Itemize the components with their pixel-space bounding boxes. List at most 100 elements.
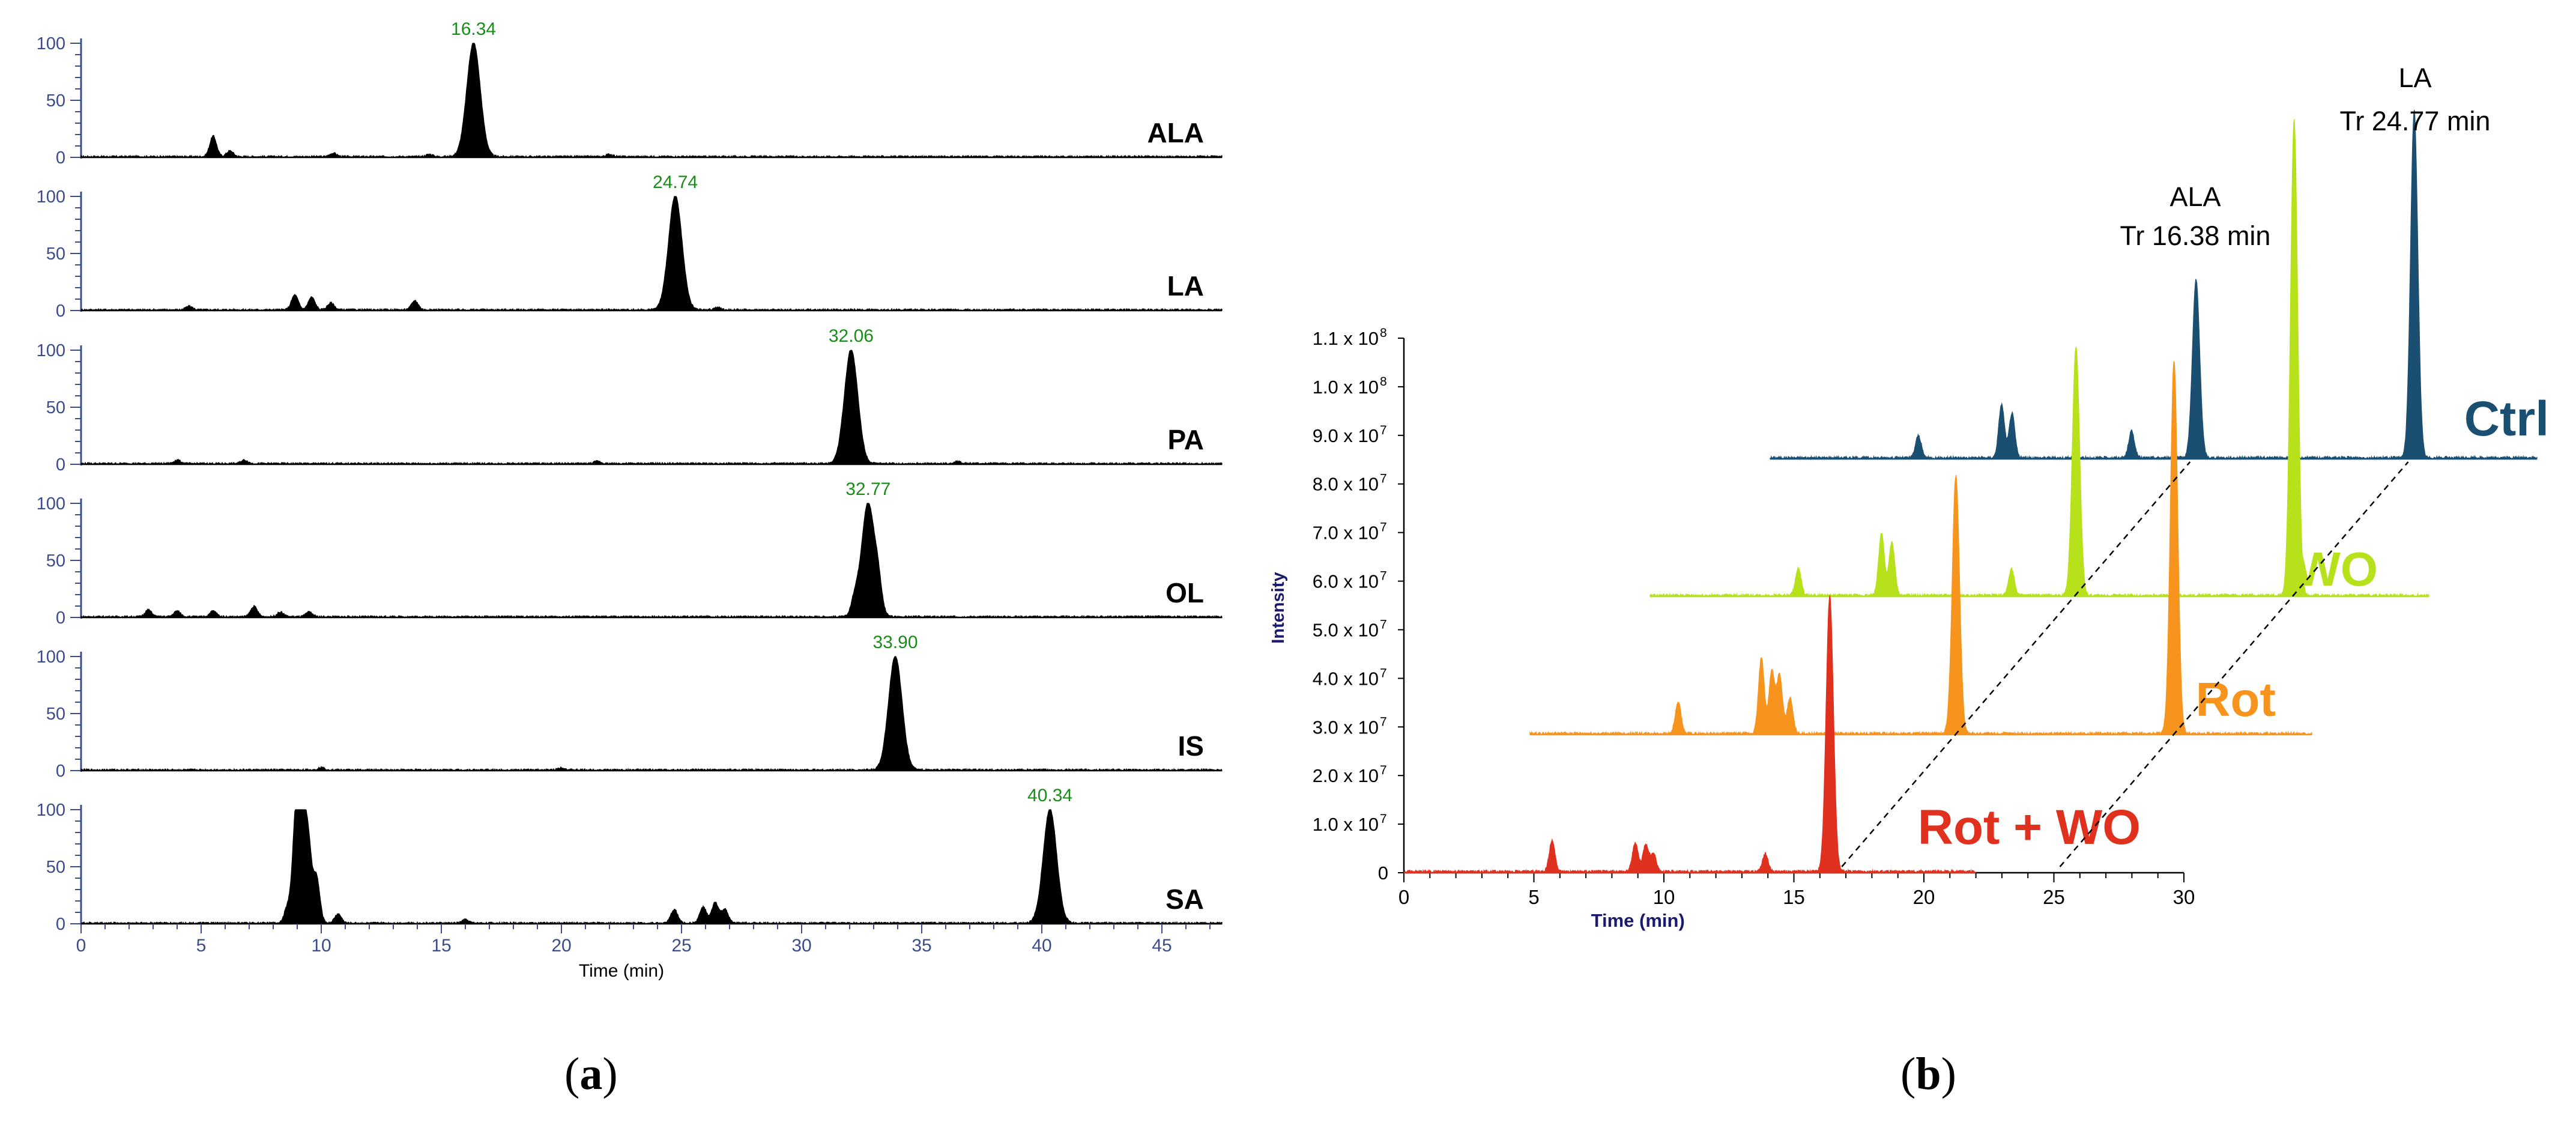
y-tick-label: 8.0 x 10 [1313, 474, 1379, 495]
x-tick-label: 30 [2173, 886, 2195, 908]
chromatogram-signal [1649, 119, 2429, 598]
y-tick-label: 6.0 x 10 [1313, 571, 1379, 592]
x-tick-label: 15 [1783, 886, 1805, 908]
annotation-ala-name: ALA [2169, 181, 2221, 212]
y-tick-label: 3.0 x 10 [1313, 717, 1379, 738]
y-tick-label: 9.0 x 10 [1313, 425, 1379, 446]
y-tick-label: 0 [56, 302, 65, 321]
annotation-ala-time: Tr 16.38 min [2120, 220, 2271, 251]
trace-name-is: IS [1178, 730, 1204, 762]
y-tick-label: 0 [56, 455, 65, 475]
x-tick-label: 30 [791, 936, 811, 956]
series-label-rot-wo: Rot + WO [1918, 800, 2141, 855]
y-tick-label: 100 [37, 34, 65, 53]
x-tick-label: 0 [1398, 886, 1409, 908]
chromatogram-signal [80, 196, 1223, 312]
y-tick-exponent: 7 [1380, 569, 1387, 583]
y-tick-exponent: 7 [1380, 812, 1387, 826]
trace-name-ala: ALA [1147, 117, 1204, 148]
y-tick-exponent: 7 [1380, 763, 1387, 777]
y-tick-label: 0 [56, 915, 65, 934]
y-tick-label: 4.0 x 10 [1313, 668, 1379, 689]
panel-a-trace-ala: 0 50 100 16.34 ALA [37, 19, 1223, 168]
y-tick-exponent: 7 [1380, 521, 1387, 535]
y-tick-label: 5.0 x 10 [1313, 619, 1379, 640]
y-tick-label: 100 [37, 494, 65, 514]
panel-b-trace-rot-wo: Rot + WO [1403, 595, 2141, 875]
x-tick-label: 40 [1032, 936, 1051, 956]
dashed-connector-ala [1841, 461, 2191, 867]
x-tick-label: 15 [431, 936, 451, 956]
y-tick-label: 50 [46, 705, 65, 724]
y-tick-label: 50 [46, 244, 65, 264]
x-tick-label: 0 [76, 936, 86, 956]
x-tick-label: 5 [1528, 886, 1539, 908]
x-tick-label: 20 [1913, 886, 1935, 908]
chromatogram-signal [80, 503, 1223, 619]
panel-b-caption: (b) [1900, 1049, 1956, 1099]
y-tick-label: 0 [56, 148, 65, 168]
x-axis-title: Time (min) [1591, 910, 1685, 931]
y-axis-title: Intensity [1269, 572, 1288, 643]
peak-annotations: ALA Tr 16.38 min LA Tr 24.77 min [2120, 62, 2491, 251]
y-tick-exponent: 7 [1380, 666, 1387, 680]
panel-a-trace-pa: 0 50 100 32.06 PA [37, 326, 1223, 475]
y-tick-label: 50 [46, 858, 65, 877]
x-tick-label: 20 [551, 936, 571, 956]
trace-name-sa: SA [1166, 884, 1204, 915]
panel-b-trace-ctrl: Ctrl [1770, 109, 2549, 461]
y-tick-exponent: 8 [1380, 375, 1387, 389]
chromatogram-signal [80, 656, 1223, 772]
chromatogram-signal [80, 43, 1223, 159]
series-label-wo: WO [2295, 542, 2378, 596]
y-tick-label: 50 [46, 398, 65, 417]
x-tick-label: 10 [311, 936, 331, 956]
panel-a-caption: (a) [564, 1049, 618, 1099]
panel-a-caption-letter: a [579, 1049, 603, 1099]
trace-name-ol: OL [1166, 577, 1204, 608]
y-tick-exponent: 7 [1380, 423, 1387, 437]
peak-label-la: 24.74 [653, 172, 698, 192]
y-tick-label: 100 [37, 801, 65, 820]
chromatogram-signal [80, 350, 1223, 465]
panel-b-y-axis: 01.0 x 10 72.0 x 10 73.0 x 10 74.0 x 10 75.0… [1269, 326, 1405, 884]
annotation-la-name: LA [2398, 62, 2431, 93]
panel-a-x-axis: 0 5 10 15 20 25 30 35 40 45 Time (min) [76, 924, 1211, 981]
x-axis-title: Time (min) [579, 961, 664, 981]
y-tick-exponent: 7 [1380, 617, 1387, 631]
peak-connectors [1841, 461, 2409, 867]
chromatogram-signal [80, 809, 1223, 925]
panel-a-trace-is: 0 50 100 33.90 IS [37, 632, 1223, 781]
series-label-ctrl: Ctrl [2464, 392, 2549, 446]
y-tick-label: 1.0 x 10 [1313, 377, 1379, 398]
panel-b-trace-wo: WO [1649, 119, 2429, 598]
dashed-connector-la [2059, 461, 2409, 867]
peak-label-ala: 16.34 [451, 19, 496, 39]
y-tick-label: 100 [37, 647, 65, 667]
y-tick-label: 1.0 x 10 [1313, 814, 1379, 835]
series-label-rot: Rot [2196, 673, 2276, 726]
panel-a-trace-sa: 0 50 100 40.34 SA [37, 786, 1223, 934]
panel-a-chart: 05010016.34ALA05010024.74LA05010032.06PA… [37, 19, 1223, 981]
x-tick-label: 35 [912, 936, 931, 956]
chromatogram-signal [1529, 361, 2312, 736]
y-tick-label: 1.1 x 10 [1313, 328, 1379, 349]
y-tick-label: 100 [37, 341, 65, 360]
y-tick-label: 50 [46, 551, 65, 571]
trace-name-pa: PA [1168, 424, 1205, 455]
annotation-la-time: Tr 24.77 min [2340, 106, 2491, 136]
y-tick-label: 0 [1378, 863, 1388, 884]
peak-label-sa: 40.34 [1027, 786, 1072, 805]
x-tick-label: 25 [671, 936, 691, 956]
trace-name-la: LA [1167, 270, 1204, 302]
y-tick-label: 2.0 x 10 [1313, 765, 1379, 786]
x-tick-label: 5 [196, 936, 207, 956]
peak-label-pa: 32.06 [829, 326, 874, 346]
chromatogram-signal [1770, 109, 2538, 461]
y-tick-exponent: 8 [1380, 326, 1387, 340]
panel-b-caption-letter: b [1915, 1049, 1941, 1099]
panel-b-chart: 01.0 x 10 72.0 x 10 73.0 x 10 74.0 x 10 75.0… [1269, 62, 2549, 931]
y-tick-label: 0 [56, 762, 65, 781]
panel-b-x-axis: 0 5 10 15 20 25 30 Time (min) [1398, 872, 2195, 931]
